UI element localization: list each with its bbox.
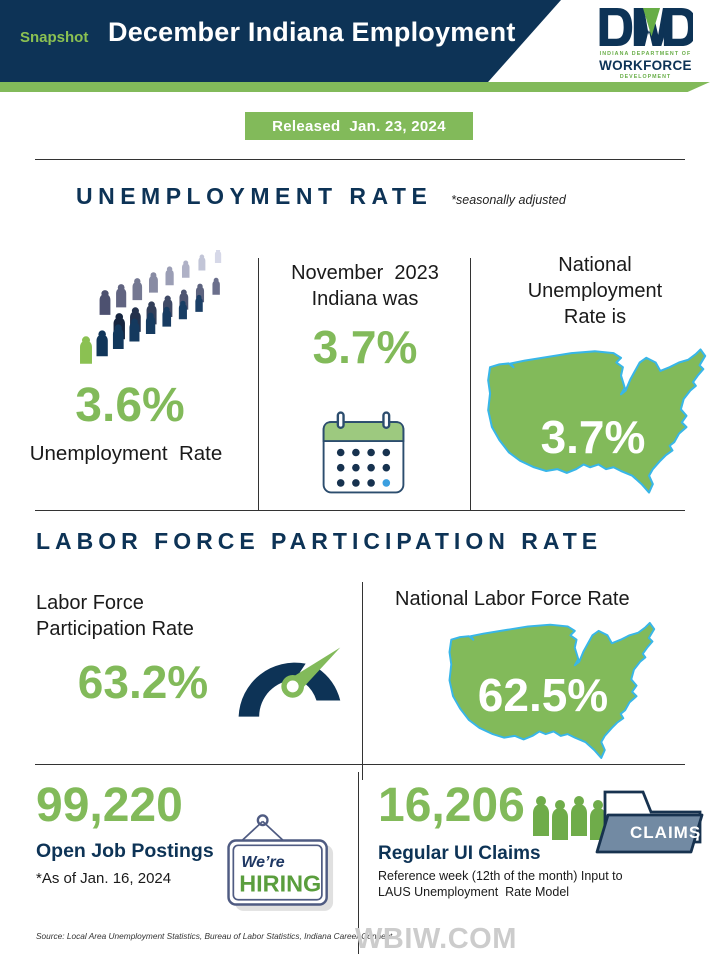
svg-text:We’re: We’re: [241, 854, 284, 871]
svg-text:CLAIMS: CLAIMS: [630, 823, 701, 842]
svg-text:HIRING: HIRING: [239, 871, 321, 897]
